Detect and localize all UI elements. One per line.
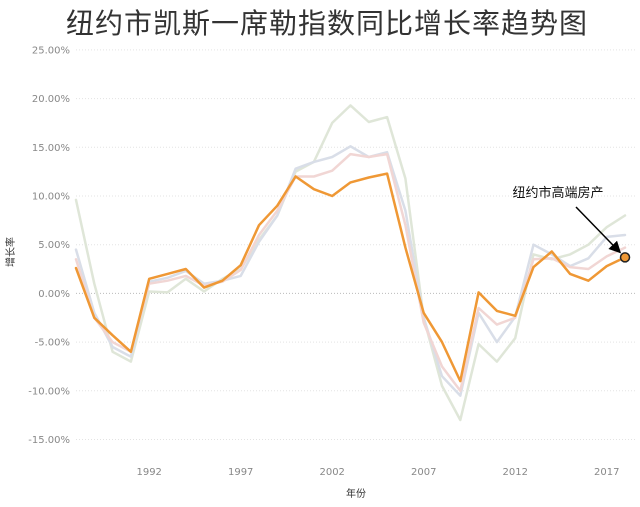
x-tick-label: 1997	[228, 467, 253, 478]
y-axis-title: 增长率	[4, 237, 17, 267]
series-lines	[74, 104, 627, 422]
y-tick-label: 20.00%	[32, 94, 70, 105]
y-tick-label: -15.00%	[28, 435, 70, 446]
x-tick-label: 2017	[594, 467, 619, 478]
gridlines	[76, 49, 636, 441]
y-tick-label: 25.00%	[32, 45, 70, 56]
series-line-4	[74, 172, 627, 383]
x-tick-label: 2012	[502, 467, 527, 478]
y-tick-label: 15.00%	[32, 143, 70, 154]
series-line-1	[74, 104, 627, 422]
x-tick-label: 1992	[136, 467, 161, 478]
y-tick-label: 0.00%	[38, 289, 70, 300]
x-tick-label: 2007	[411, 467, 436, 478]
annotation: 纽约市高端房产	[512, 185, 631, 263]
y-tick-label: -10.00%	[28, 386, 70, 397]
y-tick-label: 5.00%	[38, 240, 70, 251]
x-axis-title: 年份	[346, 487, 366, 500]
series-line-3	[74, 152, 627, 393]
series-line-2	[74, 145, 627, 397]
x-tick-label: 2002	[319, 467, 344, 478]
annotation-label: 纽约市高端房产	[512, 185, 603, 201]
y-tick-label: -5.00%	[35, 338, 70, 349]
y-tick-labels: -15.00% -10.00% -5.00% 0.00% 5.00% 10.00% 15.0…	[28, 45, 70, 446]
y-tick-label: 10.00%	[32, 191, 70, 202]
chart-title: 纽约市凯斯一席勒指数同比增长率趋势图	[66, 7, 589, 40]
highlight-point	[619, 252, 631, 263]
annotation-arrow	[575, 206, 622, 254]
x-tick-labels: 1992 1997 2002 2007 2012 2017	[136, 467, 619, 478]
